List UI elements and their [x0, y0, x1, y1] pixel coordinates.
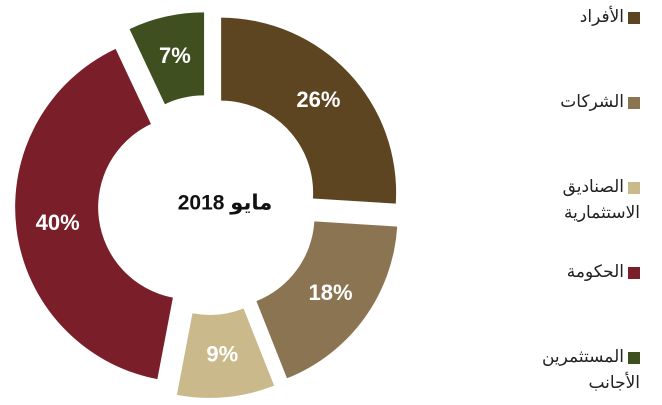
legend: الأفراد الشركات الصناديق الاستثمارية الحكوم…: [500, 0, 662, 405]
legend-label: الحكومة: [566, 262, 624, 281]
legend-item: الصناديق الاستثمارية: [530, 174, 640, 226]
legend-item: الشركات: [530, 89, 640, 115]
legend-label: الشركات: [560, 92, 624, 111]
legend-item: المستثمرين الأجانب: [530, 344, 640, 396]
legend-swatch: [628, 181, 640, 194]
slice: [221, 17, 397, 204]
legend-label: الصناديق الاستثمارية: [562, 177, 640, 222]
legend-swatch: [628, 11, 640, 24]
slice: [176, 308, 275, 398]
value-label: 9%: [206, 342, 238, 367]
chart: 2018 مايو 26% 18% 9% 40% 7%: [15, 12, 398, 398]
legend-item: الأفراد: [530, 4, 640, 30]
value-label: 26%: [296, 87, 340, 112]
legend-swatch: [628, 266, 640, 279]
legend-label: المستثمرين الأجانب: [541, 347, 640, 392]
slice: [15, 48, 173, 380]
legend-label: الأفراد: [579, 7, 624, 26]
legend-swatch: [628, 351, 640, 364]
center-label: 2018 مايو: [178, 192, 273, 215]
value-label: 7%: [159, 43, 191, 68]
value-label: 40%: [36, 210, 80, 235]
value-label: 18%: [309, 280, 353, 305]
legend-swatch: [628, 96, 640, 109]
slice: [129, 12, 205, 105]
legend-item: الحكومة: [530, 259, 640, 285]
slice: [256, 221, 398, 379]
